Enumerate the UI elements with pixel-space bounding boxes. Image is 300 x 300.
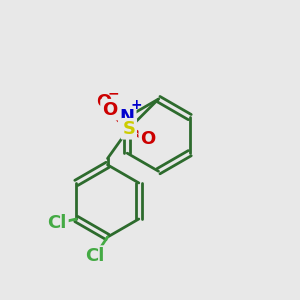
Text: +: + xyxy=(131,98,142,112)
Text: O: O xyxy=(96,93,112,111)
Text: O: O xyxy=(102,101,117,119)
Text: O: O xyxy=(140,130,155,148)
Text: −: − xyxy=(107,86,119,100)
Text: S: S xyxy=(122,120,135,138)
Text: N: N xyxy=(120,108,135,126)
Text: Cl: Cl xyxy=(85,247,104,265)
Text: Cl: Cl xyxy=(47,214,67,232)
